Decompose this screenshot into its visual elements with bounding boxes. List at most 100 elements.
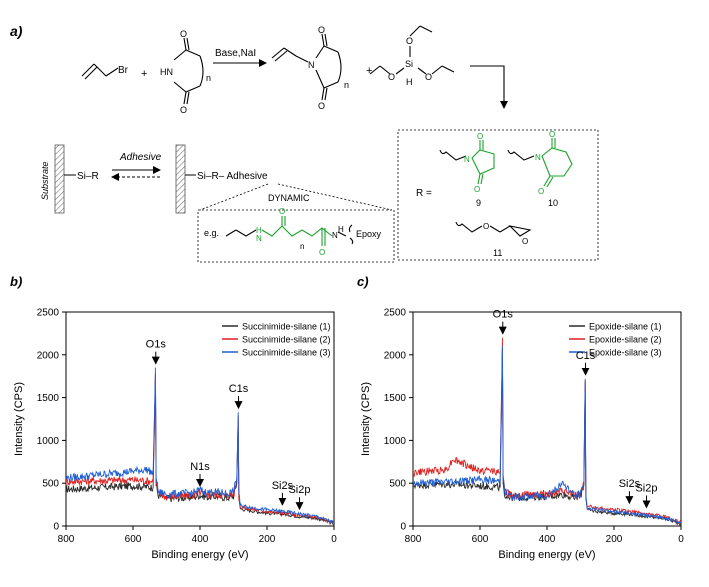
y-tick-label-c-4: 2000 xyxy=(384,350,407,361)
r-group-2-number: 10 xyxy=(548,198,558,208)
x-tick-label-c-1: 600 xyxy=(472,534,489,545)
cyclic-imide-structure xyxy=(173,37,204,105)
x-tick-label-c-3: 200 xyxy=(606,534,623,545)
xps-chart-succinimide: b)800 600 400 200 005001000150020002500Bindi… xyxy=(10,274,337,561)
dynamic-box xyxy=(197,209,395,263)
annotation-b-0: O1s xyxy=(146,339,167,351)
n-allyl-imide-structure xyxy=(271,33,342,101)
series-line-b-1 xyxy=(66,378,334,526)
series-line-b-2 xyxy=(66,373,334,525)
surface-2-label: Si–R– Adhesive xyxy=(197,171,268,182)
x-tick-label-b-4: 0 xyxy=(331,534,337,545)
svg-text:O: O xyxy=(180,105,187,115)
svg-text:O: O xyxy=(318,25,325,35)
annotation-c-3: Si2p xyxy=(635,482,657,494)
legend-entry-c-3: Epoxide-silane (3) xyxy=(589,348,662,358)
product-n-label: N xyxy=(308,60,315,70)
plus-sign-2: + xyxy=(366,65,372,77)
x-axis-label-b: Binding energy (eV) xyxy=(151,549,248,561)
y-tick-label-b-1: 500 xyxy=(42,479,59,490)
dynamic-nh-2: N xyxy=(332,231,338,240)
x-tick-label-c-4: 0 xyxy=(678,534,684,545)
x-tick-label-b-1: 600 xyxy=(125,534,142,545)
annotation-c-2: Si2s xyxy=(619,478,641,490)
silane-o3: O xyxy=(425,72,432,82)
svg-text:O: O xyxy=(319,248,325,257)
r-group-2-n: N xyxy=(535,153,541,162)
panel-label-a: a) xyxy=(10,23,23,39)
adhesive-arrow-label: Adhesive xyxy=(119,152,162,163)
triethoxysilane-structure xyxy=(369,25,455,75)
legend-entry-c-1: Epoxide-silane (1) xyxy=(589,322,662,332)
r-group-1-n: N xyxy=(464,155,470,164)
epoxy-label: Epoxy xyxy=(356,229,382,239)
legend-entry-b-2: Succinimide-silane (2) xyxy=(242,335,331,345)
x-tick-label-c-0: 800 xyxy=(405,534,422,545)
dynamic-h-2: H xyxy=(338,225,344,234)
annotation-b-1: N1s xyxy=(190,461,210,473)
reaction-scheme: a) Br + O O HN n Base,NaI xyxy=(10,23,599,263)
allyl-bromide-structure xyxy=(81,63,119,80)
svg-text:O: O xyxy=(279,207,285,216)
r-group-succinimide xyxy=(439,140,495,185)
panel-label-c: c) xyxy=(357,274,369,289)
silane-h: H xyxy=(406,77,413,87)
svg-text:O: O xyxy=(549,130,555,139)
product-n-index: n xyxy=(344,80,349,90)
svg-text:O: O xyxy=(538,187,544,196)
series-line-c-3 xyxy=(413,346,681,524)
y-axis-label-b: Intensity (CPS) xyxy=(13,382,25,456)
r-group-3-number: 11 xyxy=(493,248,502,258)
y-tick-label-c-0: 0 xyxy=(400,522,406,533)
xps-chart-epoxide: c)800 600 400 200 005001000150020002500Bindi… xyxy=(357,274,684,561)
series-line-b-3 xyxy=(66,367,334,524)
r-group-1-number: 9 xyxy=(476,198,481,208)
dynamic-label: DYNAMIC xyxy=(268,193,310,203)
surface-1-label: Si–R xyxy=(77,171,99,182)
plus-sign-1: + xyxy=(141,68,147,80)
y-tick-label-c-2: 1000 xyxy=(384,436,407,447)
silane-o1: O xyxy=(406,36,413,46)
annotation-b-4: Si2p xyxy=(288,484,310,496)
dynamic-n-index: n xyxy=(300,242,304,251)
substrate-surface-2 xyxy=(175,144,186,214)
annotation-c-0: O1s xyxy=(493,309,514,321)
dynamic-linker-structure xyxy=(225,216,354,246)
annotation-c-1: C1s xyxy=(576,350,596,362)
imide-nh-label: HN xyxy=(160,67,173,77)
x-axis-label-c: Binding energy (eV) xyxy=(498,549,595,561)
y-tick-label-b-4: 2000 xyxy=(37,350,60,361)
legend-entry-b-3: Succinimide-silane (3) xyxy=(242,348,331,358)
legend-entry-b-1: Succinimide-silane (1) xyxy=(242,322,331,332)
svg-text:O: O xyxy=(474,185,480,194)
svg-text:O: O xyxy=(522,237,528,246)
y-tick-label-c-5: 2500 xyxy=(384,308,407,319)
r-equals-label: R = xyxy=(416,188,432,199)
bromine-label: Br xyxy=(118,65,129,76)
dynamic-n-1: N xyxy=(256,234,262,243)
y-tick-label-b-3: 1500 xyxy=(37,393,60,404)
eg-label: e.g. xyxy=(204,228,219,238)
r-group-glycidyl xyxy=(455,221,532,237)
x-tick-label-b-3: 200 xyxy=(259,534,276,545)
x-tick-label-b-2: 400 xyxy=(192,534,209,545)
y-axis-label-c: Intensity (CPS) xyxy=(360,382,372,456)
y-tick-label-b-2: 1000 xyxy=(37,436,60,447)
x-tick-label-c-2: 400 xyxy=(539,534,556,545)
x-tick-label-b-0: 800 xyxy=(58,534,75,545)
reaction-conditions: Base,NaI xyxy=(215,48,256,59)
elbow-arrow xyxy=(470,65,508,109)
substrate-surface-1 xyxy=(54,144,65,214)
svg-text:O: O xyxy=(318,101,325,111)
r-group-box xyxy=(397,129,599,261)
y-tick-label-c-3: 1500 xyxy=(384,393,407,404)
svg-text:O: O xyxy=(180,29,187,39)
dynamic-nh-1: H xyxy=(256,226,262,235)
silane-si: Si xyxy=(405,59,413,69)
y-tick-label-b-0: 0 xyxy=(53,522,59,533)
r-group-3-o: O xyxy=(483,222,489,231)
svg-text:O: O xyxy=(477,132,483,141)
legend-entry-c-2: Epoxide-silane (2) xyxy=(589,335,662,345)
imide-n-index: n xyxy=(206,73,211,83)
